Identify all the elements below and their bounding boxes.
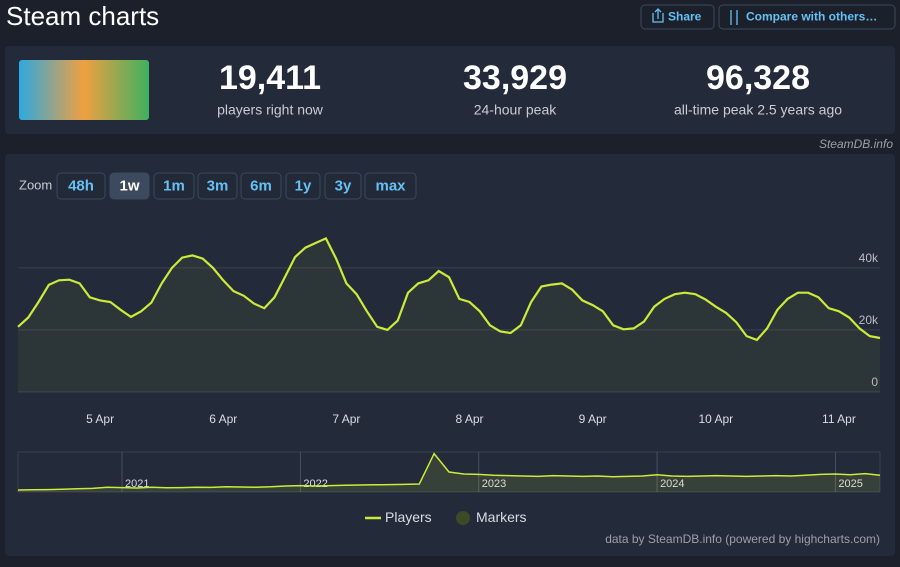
page-title: Steam charts xyxy=(6,1,159,31)
stat-label: all-time peak 2.5 years ago xyxy=(674,102,842,118)
stat-label: 24-hour peak xyxy=(474,102,558,118)
zoom-button[interactable] xyxy=(285,172,321,200)
legend-label[interactable]: Players xyxy=(385,509,432,525)
credit: data by SteamDB.info (powered by highcha… xyxy=(605,532,880,546)
zoom-label: Zoom xyxy=(19,177,52,192)
x-tick-label: 8 Apr xyxy=(456,412,484,426)
share-label[interactable]: Share xyxy=(668,10,702,24)
source-note: SteamDB.info xyxy=(819,137,893,151)
zoom-button[interactable] xyxy=(364,172,417,200)
line xyxy=(17,236,881,342)
stats-panel xyxy=(5,46,895,134)
x-tick-label: 10 Apr xyxy=(698,412,733,426)
zoom-button[interactable] xyxy=(197,172,238,200)
zoom-button-label[interactable]: 1m xyxy=(163,177,185,194)
y-tick-label: 0 xyxy=(871,375,878,389)
y-tick-label: 20k xyxy=(859,313,879,327)
zoom-button[interactable] xyxy=(240,172,282,200)
zoom-button-label[interactable]: 48h xyxy=(68,177,94,194)
zoom-button-label[interactable]: 1w xyxy=(119,177,139,194)
stat-label: players right now xyxy=(217,102,324,118)
chart-panel xyxy=(5,154,895,556)
x-tick-label: 6 Apr xyxy=(209,412,237,426)
x-tick-label: 2025 xyxy=(838,478,862,490)
navigator-frame xyxy=(17,451,881,493)
x-tick-label: 2024 xyxy=(660,478,684,490)
compare-label[interactable]: Compare with others… xyxy=(746,10,877,24)
stat-value: 33,929 xyxy=(463,59,567,97)
zoom-button-label[interactable]: 3y xyxy=(335,177,352,194)
zoom-button-label[interactable]: 1y xyxy=(295,177,312,194)
x-tick-label: 7 Apr xyxy=(332,412,360,426)
zoom-button-label[interactable]: 3m xyxy=(207,177,229,194)
zoom-button[interactable] xyxy=(56,172,106,200)
zoom-button-label[interactable]: 6m xyxy=(250,177,272,194)
x-tick-label: 5 Apr xyxy=(86,412,114,426)
area xyxy=(18,453,880,492)
stat-value: 19,411 xyxy=(219,59,321,97)
zoom-button[interactable] xyxy=(153,172,195,200)
area xyxy=(18,238,880,392)
x-tick-label: 2022 xyxy=(303,478,327,490)
compare-icon xyxy=(730,10,738,25)
x-tick-label: 2023 xyxy=(482,478,506,490)
line xyxy=(17,452,881,491)
legend-swatch xyxy=(456,511,470,525)
zoom-button[interactable] xyxy=(109,172,150,200)
charts: 0 20k 40k 5 Apr 6 Apr 7 Apr 8 Apr 9 Apr 10 Apr 11… xyxy=(17,236,881,525)
legend-label[interactable]: Markers xyxy=(476,509,527,525)
compare-button[interactable] xyxy=(718,4,896,30)
zoom-buttons: 48h 1w 1m 3m 6m 1y 3y max xyxy=(56,172,417,200)
y-tick-label: 40k xyxy=(859,251,879,265)
game-image xyxy=(19,60,149,120)
x-tick-label: 11 Apr xyxy=(822,412,856,426)
x-tick-label: 9 Apr xyxy=(579,412,607,426)
stat-value: 96,328 xyxy=(706,59,810,97)
zoom-button-label[interactable]: max xyxy=(375,177,406,194)
zoom-button[interactable] xyxy=(324,172,362,200)
share-icon xyxy=(652,8,664,23)
